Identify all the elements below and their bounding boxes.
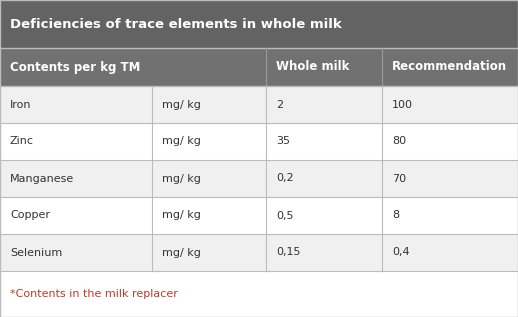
Bar — [0, 160, 518, 197]
Text: mg/ kg: mg/ kg — [162, 248, 201, 257]
Bar — [0, 123, 518, 160]
Text: Deficiencies of trace elements in whole milk: Deficiencies of trace elements in whole … — [10, 17, 342, 30]
Bar — [0, 86, 518, 123]
Text: Zinc: Zinc — [10, 137, 34, 146]
Text: 70: 70 — [392, 173, 406, 184]
Text: mg/ kg: mg/ kg — [162, 100, 201, 109]
Bar — [0, 234, 518, 271]
Text: 8: 8 — [392, 210, 399, 221]
Text: Contents per kg TM: Contents per kg TM — [10, 61, 140, 74]
Bar — [0, 48, 518, 86]
Text: 0,2: 0,2 — [276, 173, 294, 184]
Text: Copper: Copper — [10, 210, 50, 221]
Text: Whole milk: Whole milk — [276, 61, 349, 74]
Text: 0,5: 0,5 — [276, 210, 294, 221]
Bar — [0, 271, 518, 317]
Text: *Contents in the milk replacer: *Contents in the milk replacer — [10, 289, 178, 299]
Text: Recommendation: Recommendation — [392, 61, 507, 74]
Text: Iron: Iron — [10, 100, 32, 109]
Bar — [0, 197, 518, 234]
Text: 35: 35 — [276, 137, 290, 146]
Text: 80: 80 — [392, 137, 406, 146]
Bar — [0, 0, 518, 48]
Text: 2: 2 — [276, 100, 283, 109]
Text: 0,15: 0,15 — [276, 248, 300, 257]
Text: mg/ kg: mg/ kg — [162, 173, 201, 184]
Text: mg/ kg: mg/ kg — [162, 137, 201, 146]
Text: 0,4: 0,4 — [392, 248, 410, 257]
Text: Selenium: Selenium — [10, 248, 62, 257]
Text: Manganese: Manganese — [10, 173, 74, 184]
Text: 100: 100 — [392, 100, 413, 109]
Text: mg/ kg: mg/ kg — [162, 210, 201, 221]
